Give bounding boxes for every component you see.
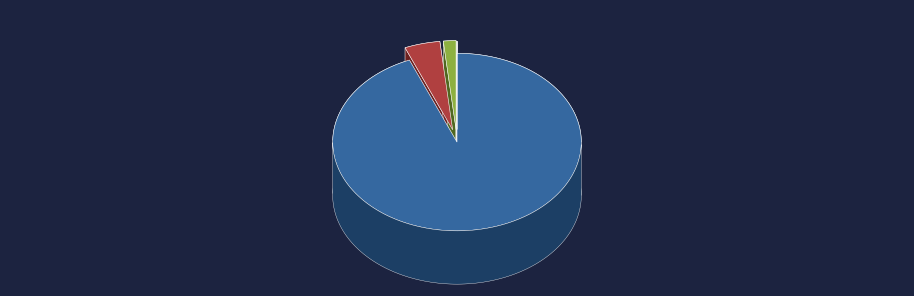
Polygon shape (405, 41, 440, 101)
Polygon shape (405, 41, 452, 130)
Polygon shape (409, 60, 457, 195)
Polygon shape (333, 53, 581, 195)
Polygon shape (440, 41, 452, 183)
Polygon shape (443, 41, 456, 94)
Polygon shape (443, 41, 456, 129)
Polygon shape (333, 143, 581, 284)
Polygon shape (443, 41, 456, 183)
Polygon shape (405, 48, 452, 183)
Polygon shape (333, 53, 581, 231)
